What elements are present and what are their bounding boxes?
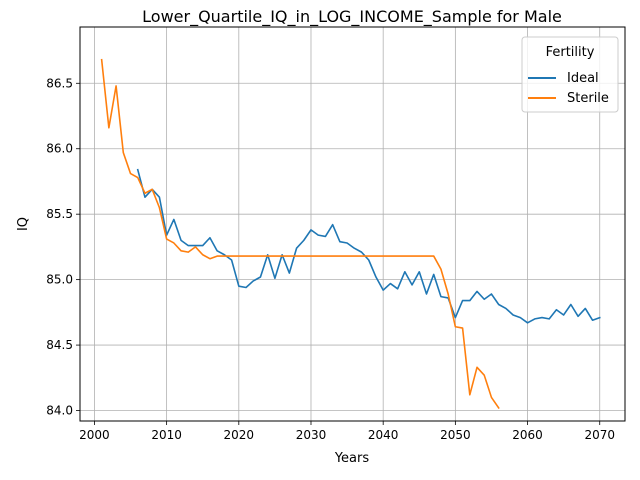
y-tick-label: 84.5 <box>46 338 73 352</box>
legend-label-ideal: Ideal <box>567 71 599 86</box>
legend: Fertility Ideal Sterile <box>522 37 618 112</box>
x-tick-label: 2060 <box>512 428 543 442</box>
x-tick-label: 2050 <box>440 428 471 442</box>
y-tick-label: 85.5 <box>46 207 73 221</box>
x-tick-label: 2070 <box>584 428 615 442</box>
y-tick-label: 85.0 <box>46 273 73 287</box>
y-tick-label: 84.0 <box>46 404 73 418</box>
legend-label-sterile: Sterile <box>567 91 609 106</box>
y-axis-label: IQ <box>16 217 31 231</box>
y-tick-label: 86.0 <box>46 142 73 156</box>
legend-title: Fertility <box>546 45 595 60</box>
x-tick-label: 2010 <box>151 428 182 442</box>
x-tick-label: 2020 <box>224 428 255 442</box>
y-tick-label: 86.5 <box>46 76 73 90</box>
x-tick-label: 2000 <box>79 428 110 442</box>
x-axis-label: Years <box>334 451 370 466</box>
x-tick-label: 2030 <box>296 428 327 442</box>
chart-title: Lower_Quartile_IQ_in_LOG_INCOME_Sample f… <box>142 7 562 27</box>
x-tick-label: 2040 <box>368 428 399 442</box>
